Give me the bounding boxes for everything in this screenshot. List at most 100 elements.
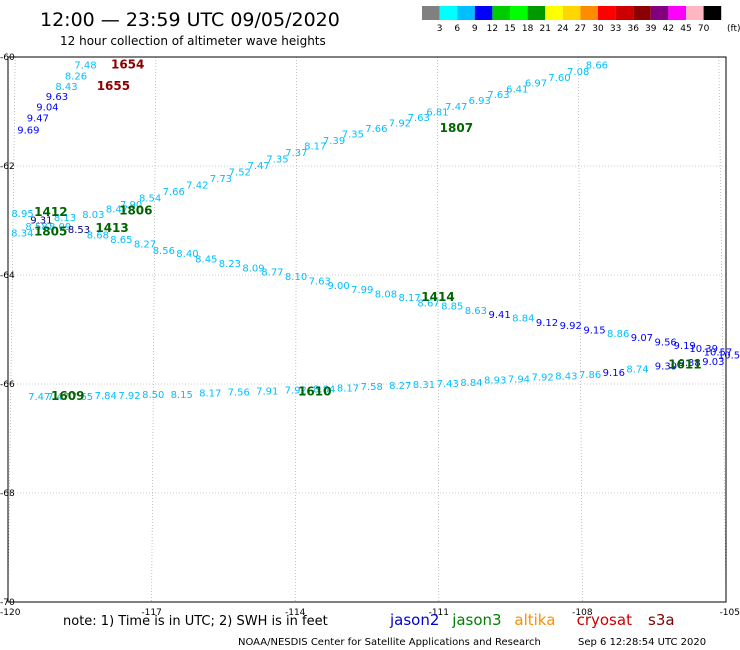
swh-value: 7.63 bbox=[487, 90, 509, 101]
swh-value: 7.66 bbox=[163, 187, 185, 198]
legend-swatch bbox=[615, 6, 634, 20]
pass-times: 1654 1655 1807 1806 1412 1805 1413 1414 1611 1610… bbox=[34, 58, 702, 403]
swh-value: 9.12 bbox=[536, 318, 558, 329]
swh-value: 8.50 bbox=[142, 390, 164, 401]
swh-value: 7.42 bbox=[186, 181, 208, 192]
swh-value: 8.65 bbox=[110, 235, 132, 246]
swh-value: 9.16 bbox=[603, 368, 625, 379]
legend-swatch bbox=[580, 6, 598, 20]
legend-unit: (ft) bbox=[727, 24, 740, 34]
swh-value: 8.58 bbox=[25, 222, 47, 233]
swh-value: 8.84 bbox=[313, 384, 335, 395]
legend-swatch bbox=[686, 6, 704, 20]
legend-swatch bbox=[668, 6, 686, 20]
swh-value: 8.84 bbox=[512, 314, 534, 325]
footer-timestamp: Sep 6 12:28:54 UTC 2020 bbox=[578, 637, 706, 648]
footer-credit: NOAA/NESDIS Center for Satellite Applica… bbox=[238, 637, 541, 648]
legend-swatch bbox=[650, 6, 669, 20]
swh-value: 8.85 bbox=[441, 302, 463, 313]
pass-time-label: 1609 bbox=[51, 389, 84, 403]
swh-value: 8.68 bbox=[87, 231, 109, 242]
legend-label: 3 bbox=[437, 24, 443, 34]
legend-label: 27 bbox=[575, 24, 586, 34]
swh-value: 8.40 bbox=[176, 249, 198, 260]
swh-value: 8.47 bbox=[106, 205, 128, 216]
latitude-tick-label: -66 bbox=[0, 380, 15, 390]
pass-time-label: 1806 bbox=[119, 204, 152, 218]
swh-value: 7.65 bbox=[71, 392, 93, 403]
meridian-line bbox=[437, 56, 440, 603]
pass-time-label: 1610 bbox=[298, 385, 331, 399]
swh-value: 8.17 bbox=[304, 141, 326, 152]
swh-value: 8.66 bbox=[586, 61, 608, 72]
swh-value: 8.17 bbox=[199, 389, 221, 400]
swh-value: 8.10 bbox=[285, 272, 307, 283]
legend-swatch bbox=[527, 6, 546, 20]
swh-value: 7.60 bbox=[548, 73, 570, 84]
swh-value: 8.63 bbox=[465, 306, 487, 317]
legend-swatch bbox=[703, 6, 722, 20]
legend-label: 18 bbox=[522, 24, 534, 34]
swh-value: 7.63 bbox=[408, 113, 430, 124]
pass-time-label: 1654 bbox=[111, 58, 144, 72]
satellite-cryosat: cryosat bbox=[577, 611, 632, 629]
meridian-line bbox=[294, 56, 297, 603]
legend-label: 42 bbox=[663, 24, 674, 34]
legend-swatch bbox=[510, 6, 528, 20]
swh-value: 7.47 bbox=[445, 102, 467, 113]
legend-label: 24 bbox=[557, 24, 569, 34]
legend-label: 9 bbox=[472, 24, 478, 34]
longitude-tick-label: -117 bbox=[141, 608, 161, 618]
swh-value: 8.43 bbox=[55, 82, 77, 93]
swh-value: 7.73 bbox=[210, 174, 232, 185]
legend-label: 12 bbox=[487, 24, 498, 34]
longitude-tick-label: -111 bbox=[429, 608, 449, 618]
swh-value: 7.56 bbox=[228, 388, 250, 399]
swh-value: 8.67 bbox=[417, 298, 439, 309]
swh-value: 7.39 bbox=[323, 136, 345, 147]
legend-swatch bbox=[598, 6, 616, 20]
swh-value: 9.92 bbox=[560, 321, 582, 332]
legend-swatch bbox=[422, 6, 440, 20]
swh-value: 7.92 bbox=[532, 372, 554, 383]
legend-label: 70 bbox=[698, 24, 710, 34]
swh-value: 7.37 bbox=[285, 148, 307, 159]
legend-label: 39 bbox=[645, 24, 657, 34]
swh-value: 8.13 bbox=[54, 213, 76, 224]
legend-swatch bbox=[457, 6, 475, 20]
swh-value: 8.74 bbox=[626, 365, 648, 376]
satellite-altika: altika bbox=[514, 611, 555, 629]
swh-value: 7.58 bbox=[361, 382, 383, 393]
legend-swatch bbox=[439, 6, 458, 20]
swh-value: 9.41 bbox=[488, 310, 510, 321]
swh-value: 8.31 bbox=[413, 380, 435, 391]
swh-value: 7.43 bbox=[437, 379, 459, 390]
legend-swatch bbox=[562, 6, 581, 20]
swh-value: 7.35 bbox=[342, 129, 364, 140]
longitude-tick-label: -120 bbox=[0, 608, 21, 618]
swh-value: 8.27 bbox=[134, 239, 156, 250]
legend-swatch bbox=[492, 6, 510, 20]
axis-ticks: -120 -117 -114 -111 -108 -105 -60 -62 -64 -66 -68 -… bbox=[0, 53, 740, 618]
legend-label: 21 bbox=[539, 24, 550, 34]
pass-time-label: 1412 bbox=[34, 205, 67, 219]
map-subtitle: 12 hour collection of altimeter wave hei… bbox=[60, 34, 326, 48]
satellite-jason3: jason3 bbox=[451, 611, 501, 629]
swh-value: 7.63 bbox=[309, 276, 331, 287]
swh-value: 8.95 bbox=[11, 209, 33, 220]
swh-value: 9.38 bbox=[678, 358, 700, 369]
latitude-tick-label: -64 bbox=[0, 271, 15, 281]
plot-frame bbox=[7, 56, 727, 603]
swh-value: 9.19 bbox=[674, 341, 696, 352]
swh-value: 9.39 bbox=[655, 361, 677, 372]
swh-value: 7.48 bbox=[74, 61, 96, 72]
pass-time-label: 1413 bbox=[95, 221, 128, 235]
pass-time-label: 1655 bbox=[97, 79, 130, 93]
swh-value: 7.47 bbox=[248, 161, 270, 172]
swh-value: 8.56 bbox=[153, 246, 175, 257]
swh-value: 8.09 bbox=[242, 263, 264, 274]
legend-swatch bbox=[633, 6, 651, 20]
longitude-tick-label: -114 bbox=[285, 608, 306, 618]
swh-value: 9.04 bbox=[36, 103, 58, 114]
legend-label: 30 bbox=[592, 24, 604, 34]
